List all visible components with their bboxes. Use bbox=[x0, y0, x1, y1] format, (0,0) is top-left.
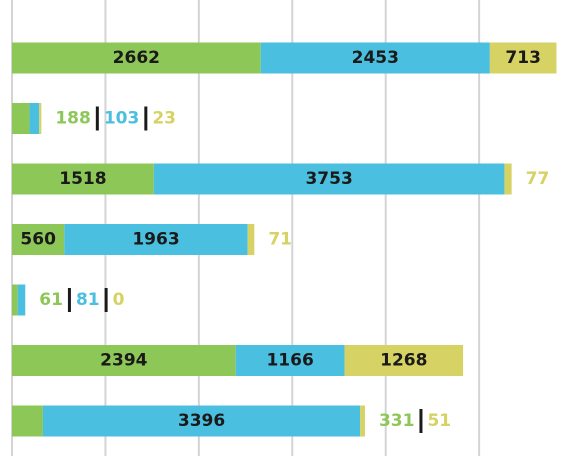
value-label: 331 bbox=[379, 411, 415, 431]
bar-segment bbox=[12, 405, 43, 437]
separator bbox=[144, 106, 148, 131]
value-label: 3396 bbox=[178, 411, 225, 431]
bar-segment bbox=[260, 42, 490, 74]
value-label: 713 bbox=[505, 48, 541, 68]
value-label: 1268 bbox=[380, 351, 427, 371]
bar-segment bbox=[153, 163, 505, 195]
bar-segment bbox=[12, 284, 18, 316]
bar-segment bbox=[360, 405, 365, 437]
bar-segment bbox=[39, 103, 42, 134]
separator bbox=[67, 288, 71, 312]
separator bbox=[95, 106, 99, 131]
bar-segment bbox=[504, 163, 512, 195]
value-label: 77 bbox=[526, 169, 550, 189]
value-label: 2394 bbox=[100, 351, 147, 371]
value-label: 51 bbox=[427, 411, 451, 431]
value-label: 560 bbox=[20, 230, 56, 250]
value-label: 103 bbox=[104, 109, 139, 129]
bar-segment bbox=[12, 224, 65, 255]
separator bbox=[104, 288, 108, 312]
bar-segment bbox=[12, 163, 154, 195]
bar-segment bbox=[247, 224, 255, 255]
value-label: 23 bbox=[152, 109, 176, 129]
bar-segment bbox=[29, 103, 40, 134]
value-label: 188 bbox=[55, 109, 91, 129]
value-label: 0 bbox=[113, 290, 125, 310]
bar-segment bbox=[17, 284, 26, 316]
bar-segment bbox=[12, 103, 30, 134]
value-label: 1518 bbox=[59, 169, 106, 189]
value-label: 81 bbox=[76, 290, 100, 310]
value-label: 1166 bbox=[266, 351, 313, 371]
bar-segment bbox=[12, 345, 236, 376]
bar-segment bbox=[344, 345, 464, 376]
value-label: 1963 bbox=[132, 230, 179, 250]
bar-segment bbox=[235, 345, 345, 376]
value-label: 2662 bbox=[113, 48, 160, 68]
value-label: 3753 bbox=[305, 169, 352, 189]
value-label: 71 bbox=[268, 230, 292, 250]
bar-segment bbox=[489, 42, 557, 74]
value-label: 2453 bbox=[352, 48, 399, 68]
bar-segment bbox=[42, 405, 361, 437]
bar-segment bbox=[12, 42, 261, 74]
separator bbox=[419, 409, 423, 433]
value-label: 61 bbox=[39, 290, 63, 310]
bar-segment bbox=[64, 224, 248, 255]
